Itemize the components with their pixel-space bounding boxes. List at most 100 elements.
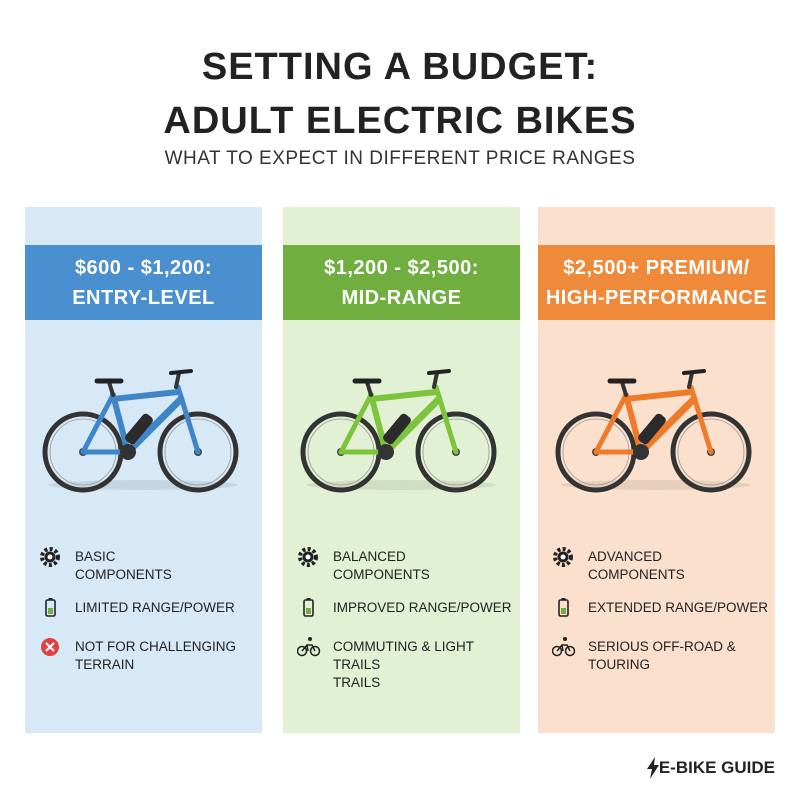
- feature-line: ADVANCED: [588, 549, 663, 564]
- icon-part: [301, 644, 316, 652]
- feature-text: BASIC COMPONENTS: [75, 548, 172, 584]
- icon-part: [47, 554, 53, 560]
- bike-part: [124, 395, 185, 456]
- price-column: $2,500+ PREMIUM/HIGH-PERFORMANCE ADVANCED…: [538, 207, 775, 733]
- icon-part: [298, 547, 318, 567]
- bike-part: [623, 389, 694, 402]
- feature-line: TRAILS: [333, 675, 381, 690]
- icon-part: [561, 608, 566, 614]
- bike-part: [164, 418, 232, 486]
- bike-part: [125, 413, 153, 445]
- icon-part: [553, 547, 573, 567]
- bike-part: [620, 380, 628, 397]
- bike-part: [368, 389, 439, 402]
- bike-part: [687, 371, 694, 389]
- bike-part: [110, 392, 131, 455]
- feature-icon: [45, 598, 56, 617]
- icon-part: [48, 598, 53, 600]
- bolt-icon: [647, 757, 659, 779]
- heading-line: $2,500+ PREMIUM/: [563, 256, 750, 279]
- feature-line: LIMITED RANGE/POWER: [75, 600, 235, 615]
- feature-icon: [41, 638, 59, 656]
- bike-part: [110, 389, 181, 402]
- bike-part: [80, 392, 116, 455]
- bike-part: [107, 380, 115, 397]
- bike-part: [677, 418, 745, 486]
- bike-part: [623, 392, 644, 455]
- bike-part: [633, 444, 649, 460]
- bike-part: [157, 411, 239, 493]
- icon-part: [556, 644, 571, 652]
- title-line: ADULT ELECTRIC BIKES: [163, 100, 637, 142]
- icon-part: [45, 642, 55, 652]
- feature-line: BASIC: [75, 549, 116, 564]
- icon-part: [48, 608, 53, 614]
- feature-text: EXTENDED RANGE/POWER: [588, 599, 768, 617]
- feature-line: TERRAIN: [75, 657, 135, 672]
- bike-part: [432, 371, 439, 389]
- feature-icon: [553, 547, 573, 567]
- bike-part: [120, 444, 136, 460]
- feature-text: SERIOUS OFF-ROAD & TOURING: [588, 638, 736, 674]
- feature-icon: [558, 598, 569, 617]
- subtitle: WHAT TO EXPECT IN DIFFERENT PRICE RANGES: [164, 148, 636, 169]
- feature-icon: [552, 637, 576, 657]
- feature-line: COMPONENTS: [588, 567, 685, 582]
- bike-part: [175, 384, 201, 455]
- price-column: $1,200 - $2,500: MID-RANGE BALANCED COMPONE…: [283, 207, 520, 733]
- bike-part: [338, 392, 374, 455]
- feature-line: TOURING: [588, 657, 651, 672]
- bike-part: [383, 413, 411, 445]
- bike-illustration: [300, 369, 497, 493]
- icon-part: [308, 637, 312, 641]
- icon-part: [297, 645, 308, 657]
- feature-text: COMMUTING & LIGHT TRAILS TRAILS: [333, 638, 520, 692]
- icon-part: [552, 645, 563, 657]
- icon-part: [564, 645, 576, 657]
- feature-icon: [303, 598, 314, 617]
- bike-part: [382, 395, 443, 456]
- feature-line: IMPROVED RANGE/POWER: [333, 600, 512, 615]
- icon-part: [560, 554, 566, 560]
- bike-part: [365, 380, 373, 397]
- bike-part: [638, 413, 666, 445]
- heading-line: HIGH-PERFORMANCE: [545, 286, 768, 309]
- bike-part: [368, 392, 389, 455]
- bike-part: [682, 369, 706, 375]
- feature-text: LIMITED RANGE/POWER: [75, 599, 235, 617]
- icon-part: [561, 598, 566, 600]
- bike-part: [593, 392, 629, 455]
- feature-text: IMPROVED RANGE/POWER: [333, 599, 512, 617]
- feature-icon: [298, 547, 318, 567]
- icon-part: [305, 554, 311, 560]
- bike-part: [169, 369, 193, 375]
- bike-part: [433, 384, 459, 455]
- bike-illustration: [555, 369, 752, 493]
- heading-line: MID-RANGE: [341, 286, 462, 309]
- price-band: $1,200 - $2,500: MID-RANGE: [283, 245, 520, 320]
- bike-part: [670, 411, 752, 493]
- feature-line: BALANCED: [333, 549, 406, 564]
- icon-part: [309, 645, 321, 657]
- bike-part: [427, 369, 451, 375]
- icon-part: [40, 547, 60, 567]
- feature-text: BALANCED COMPONENTS: [333, 548, 430, 584]
- heading-line: ENTRY-LEVEL: [72, 286, 215, 309]
- price-band: $2,500+ PREMIUM/HIGH-PERFORMANCE: [538, 245, 775, 320]
- bike-part: [688, 384, 714, 455]
- bike-part: [637, 395, 698, 456]
- bike-part: [378, 444, 394, 460]
- bike-part: [174, 371, 181, 389]
- feature-line: COMPONENTS: [75, 567, 172, 582]
- title-line: SETTING A BUDGET:: [201, 46, 599, 88]
- feature-line: NOT FOR CHALLENGING: [75, 639, 237, 654]
- feature-icon: [297, 637, 321, 657]
- icon-part: [306, 598, 311, 600]
- footer: E-BIKE GUIDE: [658, 758, 775, 777]
- bike-illustration: [42, 369, 239, 493]
- price-column: $600 - $1,200: ENTRY-LEVEL BASIC COMPONENTS…: [25, 207, 262, 733]
- heading-line: $1,200 - $2,500:: [324, 256, 479, 279]
- feature-line: COMPONENTS: [333, 567, 430, 582]
- feature-line: EXTENDED RANGE/POWER: [588, 600, 769, 615]
